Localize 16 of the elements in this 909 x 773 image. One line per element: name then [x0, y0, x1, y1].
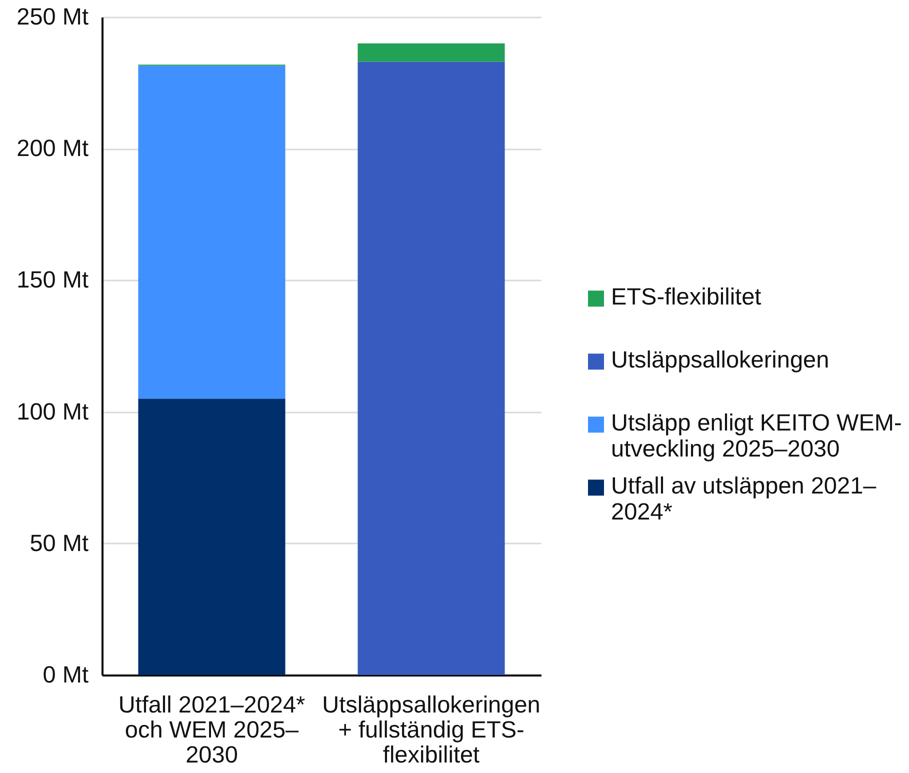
legend-label: Utsläpp enligt KEITO WEM-utveckling 2025–2030: [611, 410, 902, 462]
bar: [138, 66, 286, 399]
y-tick-label: 250 Mt: [16, 4, 89, 30]
y-tick-label: 150 Mt: [16, 266, 89, 293]
y-tick-label: 200 Mt: [16, 135, 89, 162]
legend-label: Utfall av utsläppen 2021–2024*: [611, 472, 878, 525]
bar: [138, 398, 286, 675]
legend-label: ETS-flexibilitet: [611, 284, 762, 310]
bar: [358, 62, 505, 675]
legend-label: Utsläppsallokeringen: [611, 346, 830, 373]
x-tick-label: Utsläppsallokeringen + fullständig ETS-flexibilitet: [322, 692, 540, 768]
y-tick-label: 50 Mt: [30, 530, 89, 556]
bar: [358, 43, 505, 62]
y-tick-label: 0 Mt: [42, 662, 89, 688]
y-tick-label: 100 Mt: [16, 398, 89, 424]
x-tick-label: Utfall 2021–2024* och WEM 2025–2030: [118, 692, 306, 768]
